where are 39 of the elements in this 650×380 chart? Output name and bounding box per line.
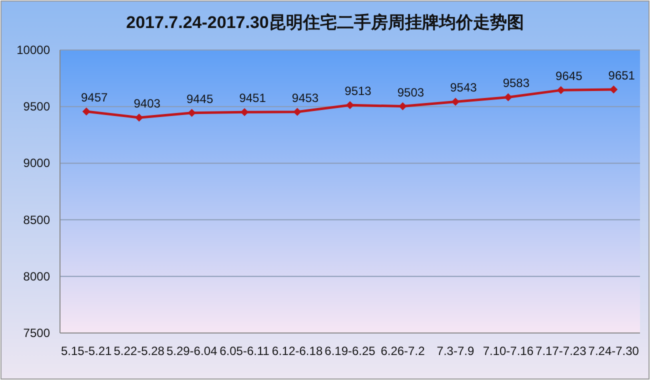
x-tick-label: 7.10-7.16 — [482, 344, 534, 358]
point — [451, 98, 460, 106]
data-label: 9513 — [344, 84, 372, 98]
data-label: 9453 — [292, 90, 319, 105]
data-label: 9543 — [450, 80, 478, 95]
x-tick-label: 7.17-7.23 — [536, 344, 587, 358]
x-tick-label: 6.12-6.18 — [272, 344, 323, 358]
data-label: 9451 — [239, 91, 266, 106]
point — [188, 108, 196, 117]
y-tick-label: 10000 — [16, 43, 50, 57]
point — [346, 101, 354, 110]
point — [556, 86, 565, 94]
x-tick-label: 5.29-6.04 — [166, 344, 218, 358]
point — [135, 114, 144, 122]
point — [398, 102, 407, 110]
y-tick-label: 8500 — [23, 212, 50, 227]
data-label: 9651 — [608, 68, 636, 83]
y-tick-label: 9500 — [23, 100, 50, 114]
data-label: 9403 — [134, 96, 161, 111]
data-label: 9583 — [502, 76, 530, 90]
point — [610, 86, 618, 94]
x-tick-label: 5.22-5.28 — [114, 344, 165, 358]
point — [293, 108, 302, 116]
point — [82, 107, 90, 116]
x-tick-label: 6.19-6.25 — [324, 344, 376, 358]
y-tick-label: 9000 — [23, 156, 50, 170]
x-tick-label: 5.15-5.21 — [61, 344, 112, 358]
data-label: 9445 — [186, 92, 214, 106]
x-tick-label: 6.26-7.2 — [380, 344, 426, 358]
x-tick-label: 7.3-7.9 — [436, 344, 474, 358]
data-label: 9457 — [81, 90, 108, 104]
y-tick-label: 7500 — [23, 326, 50, 340]
y-tick-label: 8000 — [23, 269, 50, 284]
x-tick-label: 7.24-7.30 — [588, 344, 640, 358]
point — [504, 93, 512, 102]
data-label: 9503 — [397, 85, 424, 100]
chart-title: 2017.7.24-2017.30昆明住宅二手房周挂牌均价走势图 — [126, 13, 524, 32]
x-tick-label: 6.05-6.11 — [220, 344, 270, 358]
data-label: 9645 — [556, 69, 583, 84]
